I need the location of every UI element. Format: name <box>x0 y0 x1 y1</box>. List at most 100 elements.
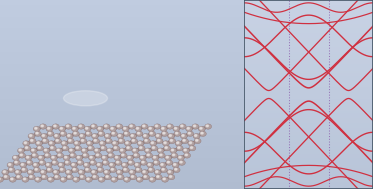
Bar <box>244 121 373 123</box>
Circle shape <box>84 126 91 132</box>
Bar <box>244 54 373 57</box>
Circle shape <box>43 148 50 153</box>
Circle shape <box>34 167 40 173</box>
Bar <box>0 106 244 109</box>
Circle shape <box>162 127 164 129</box>
Circle shape <box>161 163 163 165</box>
Circle shape <box>87 146 94 151</box>
Circle shape <box>126 142 128 144</box>
Circle shape <box>37 146 44 151</box>
Circle shape <box>162 177 169 182</box>
Circle shape <box>137 168 139 170</box>
Circle shape <box>111 177 117 182</box>
Circle shape <box>88 142 90 144</box>
Circle shape <box>183 139 185 141</box>
Circle shape <box>173 126 180 132</box>
Bar <box>0 54 244 57</box>
Circle shape <box>22 177 29 182</box>
Circle shape <box>67 171 69 173</box>
Circle shape <box>173 167 180 173</box>
Circle shape <box>107 139 109 141</box>
Bar <box>0 9 244 12</box>
Circle shape <box>175 132 178 134</box>
Bar <box>244 28 373 31</box>
Circle shape <box>62 146 69 151</box>
Circle shape <box>193 125 196 127</box>
Bar <box>244 19 373 21</box>
Circle shape <box>54 171 56 173</box>
Circle shape <box>59 167 66 173</box>
Circle shape <box>66 161 68 163</box>
Bar <box>0 123 244 125</box>
Bar <box>0 97 244 99</box>
Circle shape <box>144 176 146 177</box>
Bar <box>244 73 373 76</box>
Circle shape <box>156 135 159 136</box>
Circle shape <box>142 174 150 180</box>
Circle shape <box>98 168 101 170</box>
Bar <box>0 151 244 153</box>
Circle shape <box>90 156 92 158</box>
Circle shape <box>176 146 183 151</box>
Bar <box>0 139 244 142</box>
Circle shape <box>112 141 119 146</box>
Circle shape <box>178 147 180 149</box>
Bar <box>244 31 373 33</box>
Bar <box>244 64 373 66</box>
Circle shape <box>164 142 166 144</box>
Circle shape <box>165 147 167 149</box>
Bar <box>244 17 373 19</box>
Bar <box>0 43 244 45</box>
Circle shape <box>19 149 21 151</box>
Circle shape <box>115 156 117 158</box>
Circle shape <box>142 134 149 139</box>
Circle shape <box>152 147 155 149</box>
Circle shape <box>116 124 123 129</box>
Circle shape <box>92 171 94 173</box>
Circle shape <box>147 162 154 168</box>
Bar <box>0 71 244 73</box>
Bar <box>0 90 244 92</box>
Circle shape <box>128 160 135 165</box>
Bar <box>244 163 373 165</box>
Circle shape <box>59 163 62 165</box>
Bar <box>244 170 373 172</box>
Circle shape <box>201 132 203 134</box>
Circle shape <box>189 146 196 151</box>
Bar <box>244 102 373 104</box>
Circle shape <box>42 138 49 144</box>
Circle shape <box>164 146 170 151</box>
Circle shape <box>105 138 112 144</box>
Circle shape <box>104 161 106 163</box>
Bar <box>244 21 373 24</box>
Circle shape <box>123 177 131 182</box>
Circle shape <box>91 170 97 175</box>
Circle shape <box>81 139 84 141</box>
Circle shape <box>198 126 205 132</box>
Circle shape <box>154 161 157 163</box>
Bar <box>244 144 373 146</box>
Circle shape <box>151 146 158 151</box>
Circle shape <box>187 131 194 136</box>
Circle shape <box>54 174 60 180</box>
Circle shape <box>121 162 128 168</box>
Circle shape <box>20 162 26 168</box>
Bar <box>244 156 373 158</box>
Circle shape <box>149 177 156 182</box>
Bar <box>0 50 244 52</box>
Circle shape <box>49 146 56 151</box>
Circle shape <box>41 171 44 173</box>
Circle shape <box>61 141 68 146</box>
Circle shape <box>21 167 28 173</box>
Bar <box>244 36 373 38</box>
Circle shape <box>92 125 94 127</box>
Bar <box>244 57 373 59</box>
Circle shape <box>32 149 34 151</box>
Circle shape <box>182 135 184 136</box>
Circle shape <box>22 168 25 170</box>
Circle shape <box>127 147 129 149</box>
Circle shape <box>188 141 195 146</box>
Circle shape <box>71 154 73 156</box>
Bar <box>0 38 244 40</box>
Bar <box>244 135 373 137</box>
